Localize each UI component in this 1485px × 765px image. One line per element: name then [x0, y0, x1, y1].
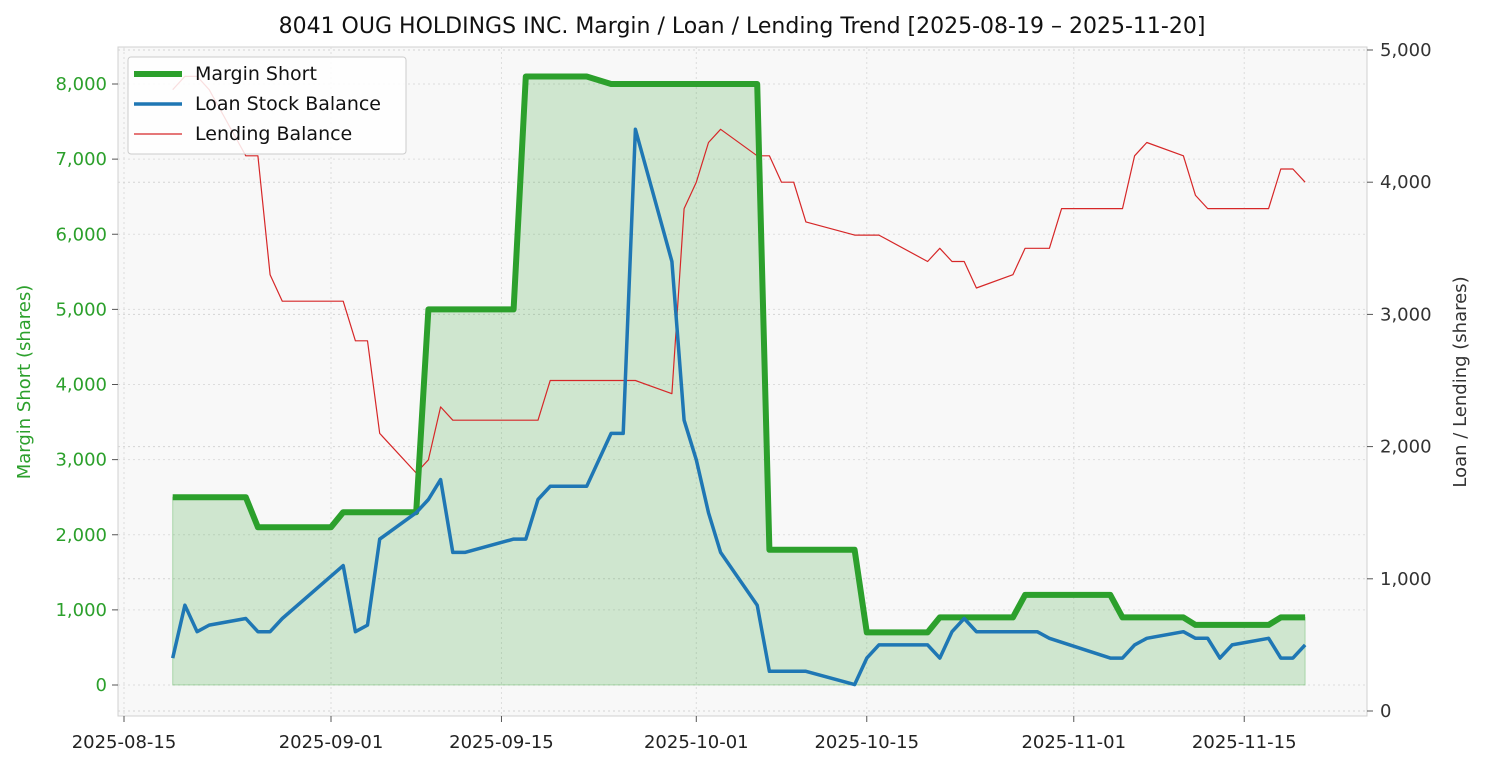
legend-label-loan-stock-balance: Loan Stock Balance — [195, 93, 381, 115]
y-left-tick-label: 7,000 — [55, 149, 107, 170]
x-tick-label: 2025-10-01 — [644, 732, 749, 753]
y-left-tick-label: 0 — [96, 675, 107, 696]
left-axis-label: Margin Short (shares) — [14, 285, 35, 480]
y-right-tick-label: 0 — [1380, 701, 1391, 722]
loan-stock-balance-line — [170, 127, 1307, 687]
right-axis-label: Loan / Lending (shares) — [1450, 276, 1471, 487]
lending-balance-line — [172, 75, 1306, 474]
y-left-tick-label: 5,000 — [55, 299, 107, 320]
y-left-tick-label: 4,000 — [55, 375, 107, 396]
margin-short-line — [172, 73, 1306, 636]
x-tick-label: 2025-11-15 — [1192, 732, 1297, 753]
x-tick-label: 2025-08-15 — [72, 732, 177, 753]
y-left-tick-label: 8,000 — [55, 74, 107, 95]
y-right-tick-label: 5,000 — [1380, 40, 1432, 61]
x-tick-label: 2025-10-15 — [814, 732, 919, 753]
axis-layer: 2025-08-15 2025-09-01 2025-09-15 2025-10-01… — [55, 40, 1431, 753]
y-left-tick-label: 3,000 — [55, 450, 107, 471]
legend: Margin Short Loan Stock Balance Lending … — [127, 56, 407, 155]
series-layer — [170, 73, 1307, 687]
chart-title: 8041 OUG HOLDINGS INC. Margin / Loan / L… — [279, 14, 1206, 39]
legend-box — [127, 56, 407, 155]
legend-label-margin-short: Margin Short — [195, 63, 317, 85]
y-right-tick-label: 3,000 — [1380, 304, 1432, 325]
x-tick-label: 2025-11-01 — [1021, 732, 1126, 753]
grid-layer — [118, 47, 1367, 716]
legend-label-lending-balance: Lending Balance — [195, 123, 352, 145]
plot-area — [117, 46, 1368, 717]
y-left-tick-label: 6,000 — [55, 224, 107, 245]
y-right-tick-label: 4,000 — [1380, 172, 1432, 193]
x-tick-label: 2025-09-15 — [449, 732, 554, 753]
y-left-tick-label: 2,000 — [55, 525, 107, 546]
y-right-tick-label: 1,000 — [1380, 569, 1432, 590]
x-tick-label: 2025-09-01 — [279, 732, 384, 753]
y-right-tick-label: 2,000 — [1380, 437, 1432, 458]
y-left-tick-label: 1,000 — [55, 600, 107, 621]
